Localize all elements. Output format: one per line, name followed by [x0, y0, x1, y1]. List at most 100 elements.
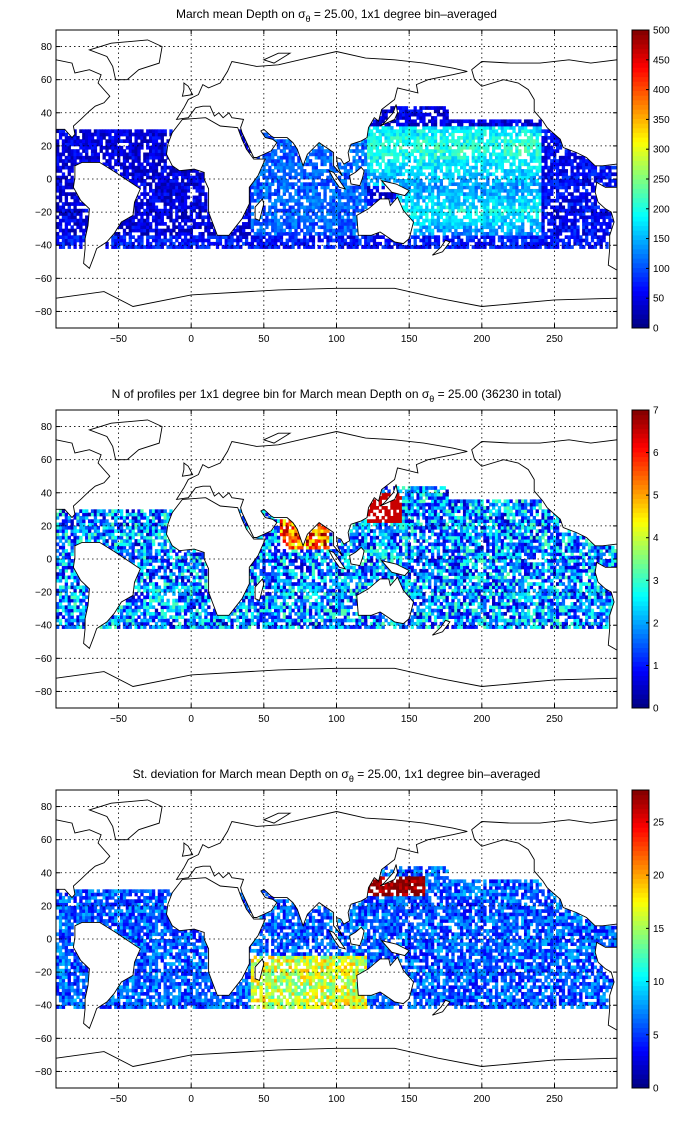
data-cell: [428, 222, 432, 226]
data-cell: [361, 145, 365, 150]
data-cell: [119, 509, 124, 514]
data-cell: [314, 195, 319, 200]
data-cell: [462, 145, 467, 150]
data-cell: [119, 132, 124, 137]
data-cell: [212, 241, 217, 246]
data-cell: [82, 238, 86, 243]
data-cell: [526, 149, 531, 153]
data-cell: [605, 212, 609, 216]
data-cell: [56, 615, 60, 619]
data-cell: [387, 192, 391, 196]
data-cell: [570, 165, 574, 170]
data-cell: [561, 205, 566, 210]
data-cell: [172, 188, 176, 193]
data-cell: [436, 228, 441, 233]
data-cell: [430, 228, 435, 233]
data-cell: [82, 585, 86, 590]
data-cell: [506, 142, 510, 147]
data-cell: [387, 135, 391, 140]
data-cell: [477, 198, 481, 203]
data-cell: [564, 198, 568, 203]
data-cell: [268, 175, 272, 180]
data-cell: [288, 159, 292, 163]
data-cell: [271, 205, 275, 210]
data-cell: [311, 175, 316, 180]
data-cell: [436, 149, 441, 153]
data-cell: [564, 172, 568, 177]
data-cell: [297, 208, 301, 213]
data-cell: [457, 142, 461, 147]
data-cell: [573, 159, 577, 163]
data-cell: [119, 529, 124, 533]
data-cell: [114, 162, 118, 167]
data-cell: [518, 202, 522, 206]
data-cell: [553, 205, 557, 210]
data-cell: [436, 155, 441, 160]
data-cell: [492, 135, 496, 140]
data-cell: [198, 188, 202, 193]
data-cell: [314, 162, 319, 167]
data-cell: [276, 188, 281, 193]
data-cell: [128, 162, 132, 167]
data-cell: [56, 155, 60, 160]
data-cell: [294, 238, 298, 243]
data-cell: [398, 109, 403, 114]
data-cell: [67, 159, 71, 163]
data-cell: [535, 129, 539, 134]
data-cell: [250, 245, 255, 249]
data-cell: [561, 245, 566, 249]
data-cell: [544, 235, 548, 239]
colorbar-segment: [632, 272, 649, 278]
data-cell: [349, 218, 353, 223]
data-cell: [131, 172, 135, 177]
data-cell: [518, 162, 522, 167]
data-cell: [483, 122, 487, 127]
data-cell: [509, 192, 513, 196]
data-cell: [166, 172, 170, 177]
data-cell: [596, 205, 600, 210]
data-cell: [425, 238, 429, 243]
colorbar-segment: [632, 141, 649, 147]
data-cell: [114, 529, 118, 533]
data-cell: [82, 139, 86, 143]
data-cell: [70, 218, 74, 223]
data-cell: [122, 241, 127, 246]
data-cell: [535, 132, 539, 137]
data-cell: [518, 182, 522, 187]
y-tick-label: 0: [46, 175, 52, 186]
data-cell: [125, 549, 130, 553]
data-cell: [442, 172, 446, 177]
data-cell: [413, 241, 417, 246]
data-cell: [506, 195, 510, 200]
data-cell: [576, 165, 580, 170]
data-cell: [570, 202, 574, 206]
data-cell: [56, 565, 60, 570]
data-cell: [407, 192, 412, 196]
data-cell: [538, 159, 542, 163]
data-cell: [61, 132, 66, 137]
data-cell: [451, 149, 455, 153]
data-cell: [73, 142, 77, 147]
data-cell: [486, 182, 490, 187]
data-cell: [183, 202, 188, 206]
data-cell: [337, 188, 342, 193]
data-cell: [79, 202, 83, 206]
data-cell: [317, 145, 321, 150]
data-cell: [422, 119, 426, 124]
data-cell: [471, 139, 475, 143]
data-cell: [503, 172, 507, 177]
data-cell: [529, 238, 534, 243]
data-cell: [192, 175, 196, 180]
data-cell: [154, 188, 159, 193]
data-cell: [521, 142, 525, 147]
data-cell: [85, 515, 89, 520]
data-cell: [460, 225, 464, 230]
data-cell: [61, 615, 66, 619]
data-cell: [521, 245, 525, 249]
data-cell: [550, 152, 554, 157]
data-cell: [151, 218, 156, 223]
data-cell: [477, 126, 481, 130]
data-cell: [497, 188, 502, 193]
data-cell: [558, 218, 563, 223]
data-cell: [314, 205, 319, 210]
